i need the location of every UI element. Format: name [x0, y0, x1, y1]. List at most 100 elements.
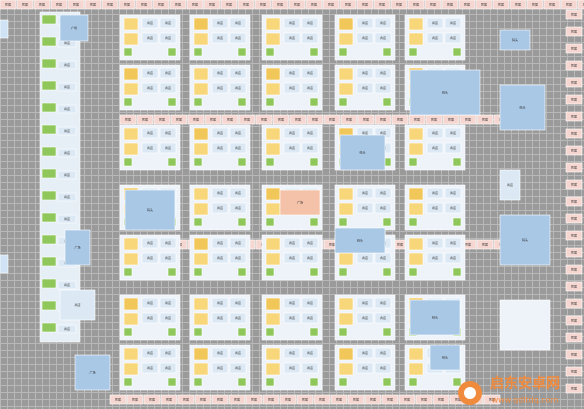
house-cell-label: 民居	[571, 216, 577, 221]
shop-label: 商店	[450, 190, 456, 195]
house-cell	[306, 114, 324, 125]
house-cell-label: 民居	[571, 131, 577, 136]
house-cell-label: 民居	[39, 2, 45, 7]
shop-label: 商店	[147, 350, 153, 355]
shop	[211, 347, 229, 359]
shop-label: 商店	[432, 190, 438, 195]
house-cell-label: 民居	[396, 2, 402, 7]
house-cell	[565, 281, 583, 292]
shop	[57, 60, 77, 70]
house-cell-label: 民居	[56, 2, 62, 7]
house-cell	[67, 0, 85, 10]
house-cell	[475, 0, 493, 10]
shop	[301, 142, 319, 154]
park	[309, 267, 319, 277]
park	[193, 377, 203, 387]
dock-label: 码头	[442, 90, 448, 95]
temple	[265, 142, 281, 156]
shop-label: 商店	[217, 240, 223, 245]
house-cell-label: 民居	[22, 2, 28, 7]
shop	[229, 202, 247, 214]
temple	[193, 82, 209, 96]
shop-label: 商店	[289, 20, 295, 25]
house-cell-label: 民居	[379, 2, 385, 7]
park	[382, 267, 392, 277]
temple	[408, 142, 424, 156]
shop	[374, 82, 392, 94]
house-cell	[255, 114, 273, 125]
house-cell	[323, 114, 341, 125]
park	[41, 102, 57, 113]
house-cell	[565, 94, 583, 105]
shop	[57, 324, 77, 334]
temple	[338, 252, 354, 266]
shop-label: 商店	[307, 255, 313, 260]
park	[41, 58, 57, 69]
shop-label: 商店	[235, 85, 241, 90]
temple	[408, 127, 424, 141]
shop	[141, 297, 159, 309]
shop	[159, 347, 177, 359]
shop	[283, 312, 301, 324]
shop	[229, 67, 247, 79]
house-cell	[432, 394, 450, 405]
shop-label: 商店	[235, 130, 241, 135]
temple	[265, 187, 281, 201]
house-cell-label: 民居	[455, 397, 461, 402]
park	[265, 327, 275, 337]
shop	[229, 252, 247, 264]
shop	[444, 252, 462, 264]
house-cell	[347, 394, 365, 405]
dock	[429, 344, 461, 371]
house-cell	[254, 0, 272, 10]
house-cell-label: 民居	[414, 117, 420, 122]
shop-label: 商店	[64, 84, 70, 89]
park	[338, 217, 348, 227]
shop-label: 商店	[289, 255, 295, 260]
shop	[283, 32, 301, 44]
shop	[229, 142, 247, 154]
shop	[57, 104, 77, 114]
house-cell	[322, 0, 340, 10]
house-cell-label: 民居	[489, 397, 495, 402]
shop	[211, 312, 229, 324]
shop	[301, 32, 319, 44]
park	[408, 217, 418, 227]
park	[123, 47, 133, 57]
shop-label: 商店	[235, 145, 241, 150]
shop-label: 商店	[64, 216, 70, 221]
house-cell-label: 民居	[90, 2, 96, 7]
house-cell-label: 民居	[285, 397, 291, 402]
shop-label: 商店	[450, 145, 456, 150]
house-cell-label: 民居	[482, 117, 488, 122]
shop-label: 商店	[217, 365, 223, 370]
park	[237, 97, 247, 107]
watermark-logo-inner	[464, 387, 476, 399]
house-cell	[143, 394, 161, 405]
shop	[283, 17, 301, 29]
shop-label: 商店	[307, 145, 313, 150]
dock	[409, 299, 461, 336]
house-cell-label: 民居	[549, 2, 555, 7]
shop	[211, 202, 229, 214]
shop-label: 商店	[289, 70, 295, 75]
house-cell-label: 民居	[328, 2, 334, 7]
house-cell	[245, 394, 263, 405]
house-cell	[577, 0, 584, 10]
house-cell-label: 民居	[571, 301, 577, 306]
temple	[338, 297, 354, 311]
park	[237, 327, 247, 337]
shop-label: 商店	[289, 145, 295, 150]
temple	[408, 347, 424, 361]
shop	[301, 67, 319, 79]
house-cell	[483, 394, 501, 405]
house-cell	[373, 0, 391, 10]
temple	[338, 82, 354, 96]
house-cell-label: 民居	[465, 242, 471, 247]
shop	[57, 82, 77, 92]
house-cell-label: 民居	[430, 2, 436, 7]
temple	[408, 17, 424, 31]
house-cell	[187, 114, 205, 125]
shop	[229, 237, 247, 249]
